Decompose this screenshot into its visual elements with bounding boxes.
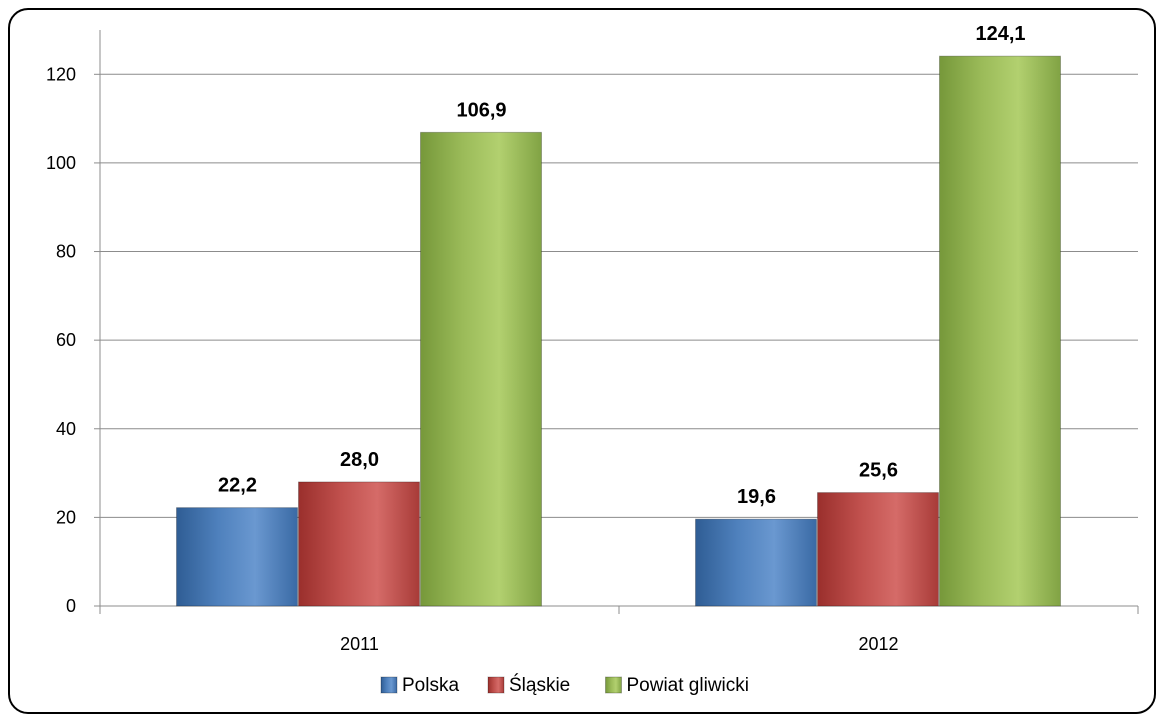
legend-label: Śląskie [509,674,570,696]
bar [298,481,420,607]
data-label: 106,9 [456,99,506,121]
data-label: 22,2 [218,475,257,497]
y-tick-label: 120 [46,64,76,84]
legend: Polska Śląskie Powiat gliwicki [380,674,749,696]
legend-label: Powiat gliwicki [627,675,749,696]
data-label: 19,6 [737,486,776,508]
data-labels: 22,2 28,0 106,9 19,6 25,6 124,1 [218,23,1026,508]
bar [817,492,939,607]
legend-swatch [380,676,398,694]
legend-swatch [487,676,505,694]
data-label: 28,0 [340,449,379,471]
y-tick-label: 80 [56,242,76,262]
data-label: 124,1 [975,23,1025,45]
bar [176,507,298,607]
y-tick-label: 40 [56,419,76,439]
y-tick-label: 60 [56,330,76,350]
y-tick-label: 0 [66,596,76,616]
legend-swatch [605,676,622,694]
data-label: 25,6 [859,460,898,482]
bar [695,518,817,607]
bar [420,131,542,607]
y-tick-label: 100 [46,153,76,173]
x-tick-label: 2011 [340,634,379,654]
bar [939,55,1061,607]
x-tick-label: 2012 [858,634,898,654]
bars [176,55,1061,607]
legend-label: Polska [402,675,459,696]
y-tick-label: 20 [56,507,76,527]
